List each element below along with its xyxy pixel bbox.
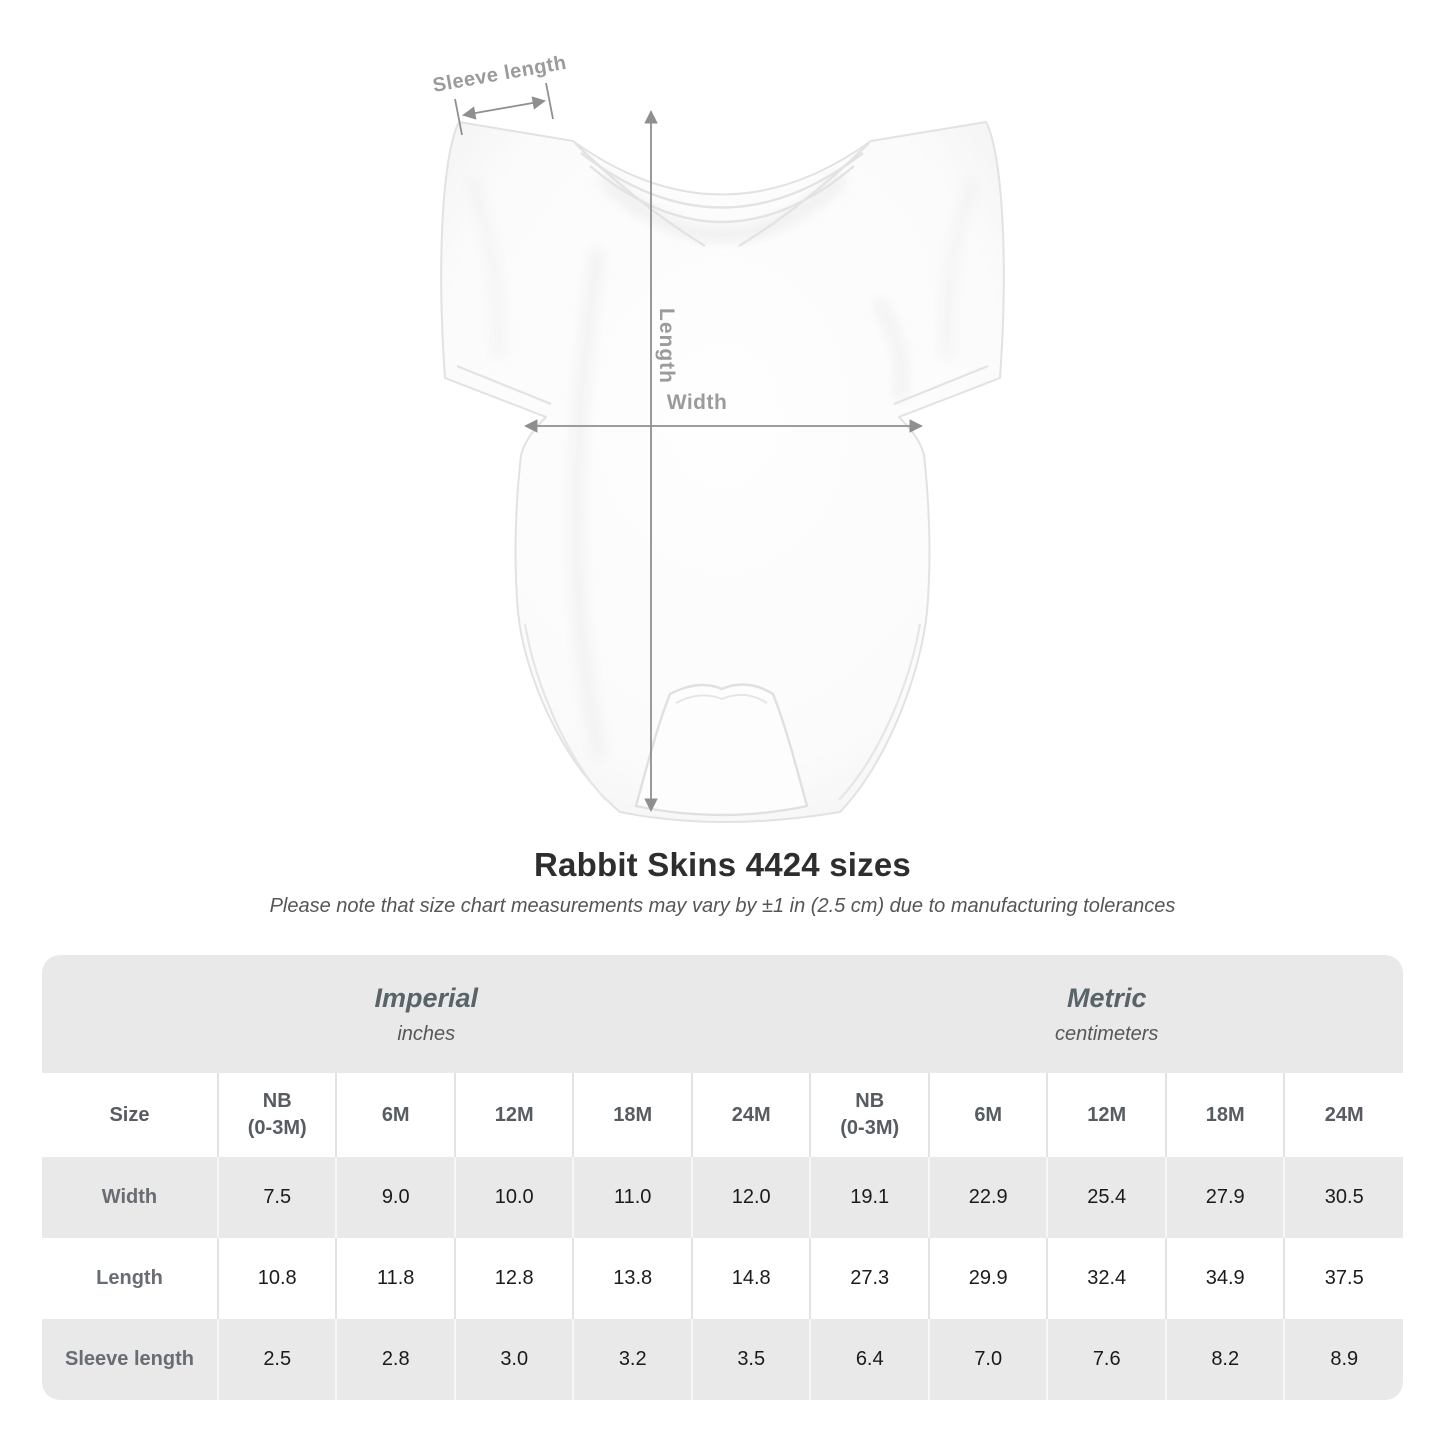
table-cell: 12.8 xyxy=(453,1238,574,1319)
col-header-imperial-24m: 24M xyxy=(690,1073,811,1157)
table-cell: 3.0 xyxy=(453,1319,574,1400)
sleeve-arrow-tick-left xyxy=(454,98,463,136)
col-header-imperial-12m: 12M xyxy=(453,1073,574,1157)
col-header-imperial-6m: 6M xyxy=(335,1073,455,1157)
table-cell: 29.9 xyxy=(927,1238,1048,1319)
width-label: Width xyxy=(667,391,728,414)
width-row: Width 7.5 9.0 10.0 11.0 12.0 19.1 22.9 2… xyxy=(42,1157,1403,1238)
onesie-graphic xyxy=(440,121,1005,823)
metric-label: Metric xyxy=(1066,982,1147,1013)
onesie-diagram-svg: Sleeve length Length Width xyxy=(431,52,1005,823)
col-header-imperial-nb: NB (0-3M) xyxy=(216,1073,337,1157)
table-cell: 30.5 xyxy=(1283,1157,1403,1238)
table-cell: 34.9 xyxy=(1164,1238,1285,1319)
table-cell: 37.5 xyxy=(1283,1238,1403,1319)
page-title: Rabbit Skins 4424 sizes xyxy=(534,846,911,883)
col-header-imperial-18m: 18M xyxy=(572,1073,692,1157)
table-cell: 14.8 xyxy=(690,1238,811,1319)
col-header-metric-12m: 12M xyxy=(1046,1073,1166,1157)
table-cell: 6.4 xyxy=(809,1319,929,1400)
table-cell: 7.5 xyxy=(216,1157,337,1238)
table-cell: 27.9 xyxy=(1164,1157,1285,1238)
onesie-neckband xyxy=(574,142,870,248)
table-cell: 32.4 xyxy=(1046,1238,1166,1319)
table-cell: 2.5 xyxy=(216,1319,337,1400)
sleeve-length-row: Sleeve length 2.5 2.8 3.0 3.2 3.5 6.4 7.… xyxy=(42,1319,1403,1400)
metric-group-header: Metric centimeters xyxy=(810,955,1403,1073)
table-cell: 8.9 xyxy=(1283,1319,1403,1400)
size-header-row: Size NB (0-3M) 6M 12M 18M 24M NB (0-3M) … xyxy=(42,1073,1403,1157)
table-cell: 10.0 xyxy=(453,1157,574,1238)
metric-unit: centimeters xyxy=(1055,1022,1159,1045)
col-header-metric-6m: 6M xyxy=(927,1073,1048,1157)
length-label: Length xyxy=(655,308,678,384)
size-chart-table: Imperial inches Metric centimeters Size … xyxy=(42,955,1403,1400)
imperial-label: Imperial xyxy=(374,982,478,1013)
sleeve-arrow-tick-right xyxy=(545,82,554,120)
table-cell: 27.3 xyxy=(809,1238,929,1319)
col-header-metric-24m: 24M xyxy=(1283,1073,1403,1157)
title-block: Rabbit Skins 4424 sizes Please note that… xyxy=(0,846,1445,918)
table-cell: 3.2 xyxy=(572,1319,692,1400)
table-cell: 7.6 xyxy=(1046,1319,1166,1400)
unit-band-row: Imperial inches Metric centimeters xyxy=(42,955,1403,1073)
table-cell: 8.2 xyxy=(1164,1319,1285,1400)
onesie-leg-bindings xyxy=(523,623,922,801)
size-diagram: Sleeve length Length Width xyxy=(431,52,1005,823)
row-label-width: Width xyxy=(42,1157,218,1238)
size-column-header: Size xyxy=(42,1073,218,1157)
table-cell: 2.8 xyxy=(335,1319,455,1400)
table-cell: 9.0 xyxy=(335,1157,455,1238)
table-cell: 13.8 xyxy=(572,1238,692,1319)
table-cell: 22.9 xyxy=(927,1157,1048,1238)
col-header-metric-nb: NB (0-3M) xyxy=(809,1073,929,1157)
table-cell: 19.1 xyxy=(809,1157,929,1238)
sleeve-length-arrow xyxy=(462,96,546,120)
table-cell: 11.0 xyxy=(572,1157,692,1238)
table-cell: 10.8 xyxy=(216,1238,337,1319)
imperial-group-header: Imperial inches xyxy=(42,955,811,1073)
page-subtitle: Please note that size chart measurements… xyxy=(269,895,1176,917)
measurement-annotations xyxy=(454,82,924,813)
onesie-sleeve-hems xyxy=(456,364,989,406)
table-cell: 3.5 xyxy=(690,1319,811,1400)
row-label-length: Length xyxy=(42,1238,218,1319)
col-header-metric-18m: 18M xyxy=(1164,1073,1285,1157)
onesie-shading xyxy=(466,173,979,760)
row-label-sleeve-length: Sleeve length xyxy=(42,1319,218,1400)
table-cell: 11.8 xyxy=(335,1238,455,1319)
onesie-crotch-flap xyxy=(634,683,809,817)
table-cell: 7.0 xyxy=(927,1319,1048,1400)
length-row: Length 10.8 11.8 12.8 13.8 14.8 27.3 29.… xyxy=(42,1238,1403,1319)
imperial-unit: inches xyxy=(397,1022,456,1045)
table-cell: 12.0 xyxy=(690,1157,811,1238)
table-cell: 25.4 xyxy=(1046,1157,1166,1238)
